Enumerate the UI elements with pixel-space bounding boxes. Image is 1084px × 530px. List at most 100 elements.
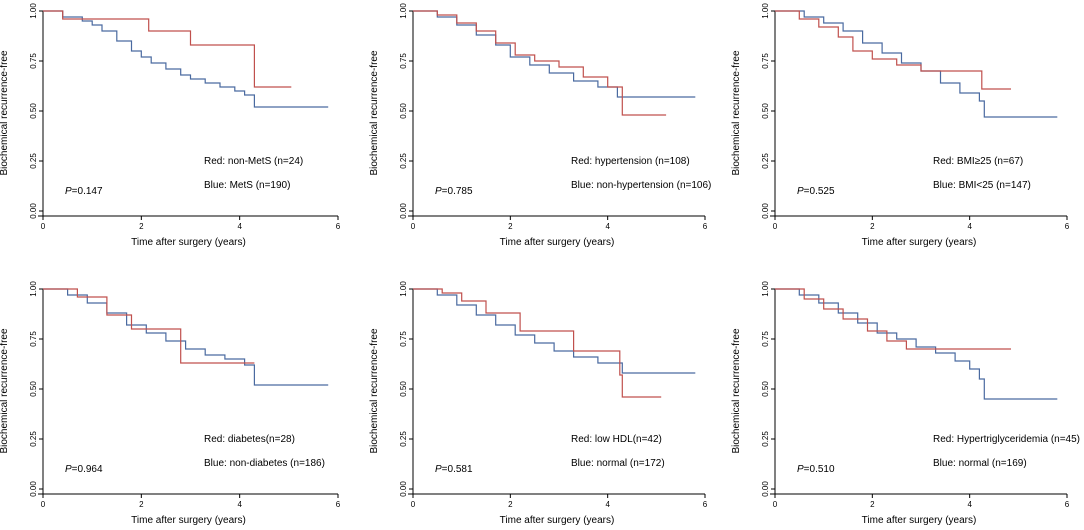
legend-red: Red: low HDL(n=42) — [571, 434, 662, 445]
y-tick-label: 0.50 — [761, 103, 770, 119]
p-value-number: =0.147 — [72, 186, 103, 197]
x-tick-label: 4 — [237, 222, 242, 231]
y-tick-label: 0.00 — [761, 481, 770, 497]
y-axis-label: Biochemical recurrence-free — [369, 50, 380, 175]
x-tick-label: 2 — [870, 222, 875, 231]
p-value: P=0.785 — [435, 186, 473, 197]
p-value-number: =0.964 — [72, 464, 103, 475]
y-axis-label: Biochemical recurrence-free — [369, 328, 380, 453]
y-tick-label: 0.25 — [29, 431, 38, 447]
p-value: P=0.147 — [65, 186, 103, 197]
legend-blue: Blue: BMI<25 (n=147) — [933, 180, 1031, 191]
p-value-symbol: P — [797, 186, 804, 197]
km-curve-normal — [413, 288, 696, 374]
y-tick-label: 0.50 — [29, 103, 38, 119]
x-tick-label: 4 — [967, 222, 972, 231]
legend-blue: Blue: non-diabetes (n=186) — [204, 458, 325, 469]
y-tick-label: 0.50 — [29, 381, 38, 397]
y-tick-label: 0.00 — [399, 203, 408, 219]
km-curve-normal — [775, 288, 1058, 400]
legend-red: Red: BMI≥25 (n=67) — [933, 156, 1023, 167]
x-axis-label: Time after surgery (years) — [862, 515, 977, 526]
x-tick-label: 6 — [336, 500, 341, 509]
p-value-symbol: P — [797, 464, 804, 475]
x-tick-label: 4 — [605, 500, 610, 509]
km-curve-bmi-25 — [775, 10, 1011, 90]
y-tick-label: 0.25 — [29, 153, 38, 169]
y-tick-label: 1.00 — [761, 3, 770, 19]
y-tick-label: 0.25 — [761, 431, 770, 447]
y-tick-label: 1.00 — [29, 281, 38, 297]
x-axis-label: Time after surgery (years) — [131, 515, 246, 526]
p-value-number: =0.510 — [804, 464, 835, 475]
x-tick-label: 0 — [411, 222, 416, 231]
y-tick-label: 0.25 — [761, 153, 770, 169]
x-tick-label: 4 — [237, 500, 242, 509]
legend-red: Red: Hypertriglyceridemia (n=45) — [933, 434, 1080, 445]
x-axis-label: Time after surgery (years) — [500, 515, 615, 526]
km-curve-hypertension — [413, 10, 667, 116]
y-axis-label: Biochemical recurrence-free — [731, 50, 742, 175]
p-value-number: =0.785 — [442, 186, 473, 197]
x-tick-label: 0 — [41, 500, 46, 509]
y-tick-label: 0.50 — [761, 381, 770, 397]
x-tick-label: 6 — [336, 222, 341, 231]
p-value: P=0.525 — [797, 186, 835, 197]
legend-blue: Blue: normal (n=172) — [571, 458, 665, 469]
legend-blue: Blue: normal (n=169) — [933, 458, 1027, 469]
p-value: P=0.964 — [65, 464, 103, 475]
km-panel-4: 0.00 0.25 0.50 0.75 1.00 0 2 4 6 Time after surge… — [0, 281, 341, 526]
km-panel-6: 0.00 0.25 0.50 0.75 1.00 0 2 4 6 Time after surge… — [731, 281, 1080, 526]
x-tick-label: 2 — [508, 500, 513, 509]
y-tick-label: 0.00 — [399, 481, 408, 497]
x-tick-label: 0 — [773, 500, 778, 509]
x-tick-label: 0 — [41, 222, 46, 231]
y-tick-label: 0.75 — [29, 53, 38, 69]
x-axis-label: Time after surgery (years) — [862, 237, 977, 248]
km-curve-hypertriglyceridemia — [775, 288, 1011, 350]
y-tick-label: 0.00 — [761, 203, 770, 219]
x-axis-label: Time after surgery (years) — [500, 237, 615, 248]
x-tick-label: 2 — [870, 500, 875, 509]
y-tick-label: 0.75 — [399, 53, 408, 69]
x-tick-label: 6 — [1065, 500, 1070, 509]
y-tick-label: 0.25 — [399, 431, 408, 447]
p-value-number: =0.525 — [804, 186, 835, 197]
x-tick-label: 0 — [411, 500, 416, 509]
p-value-symbol: P — [435, 464, 442, 475]
km-curve-mets — [43, 10, 329, 108]
km-curve-non-mets — [43, 10, 292, 88]
y-axis-label: Biochemical recurrence-free — [0, 328, 10, 453]
km-curve-low-hdl — [413, 288, 662, 398]
y-tick-label: 1.00 — [399, 3, 408, 19]
km-curve-non-hypertension — [413, 10, 696, 98]
x-tick-label: 4 — [967, 500, 972, 509]
km-panel-5: 0.00 0.25 0.50 0.75 1.00 0 2 4 6 Time after surge… — [369, 281, 708, 526]
x-tick-label: 4 — [605, 222, 610, 231]
y-tick-label: 0.75 — [761, 331, 770, 347]
x-tick-label: 6 — [1065, 222, 1070, 231]
km-curve-diabetes — [43, 288, 255, 364]
y-tick-label: 0.50 — [399, 103, 408, 119]
y-tick-label: 1.00 — [29, 3, 38, 19]
y-tick-label: 0.75 — [399, 331, 408, 347]
y-tick-label: 1.00 — [399, 281, 408, 297]
legend-red: Red: diabetes(n=28) — [204, 434, 295, 445]
y-tick-label: 0.25 — [399, 153, 408, 169]
km-panel-3: 0.00 0.25 0.50 0.75 1.00 0 2 4 6 Time after surge… — [731, 3, 1070, 248]
x-tick-label: 6 — [703, 222, 708, 231]
p-value-number: =0.581 — [442, 464, 473, 475]
p-value-symbol: P — [65, 464, 72, 475]
p-value: P=0.581 — [435, 464, 473, 475]
km-curve-non-diabetes — [43, 288, 329, 386]
x-tick-label: 0 — [773, 222, 778, 231]
km-panel-1: 0.00 0.25 0.50 0.75 1.00 0 2 4 6 Time after surge… — [0, 3, 341, 248]
legend-red: Red: hypertension (n=108) — [571, 156, 690, 167]
y-tick-label: 0.50 — [399, 381, 408, 397]
p-value-symbol: P — [435, 186, 442, 197]
legend-blue: Blue: MetS (n=190) — [204, 180, 290, 191]
y-axis-label: Biochemical recurrence-free — [731, 328, 742, 453]
x-tick-label: 6 — [703, 500, 708, 509]
y-tick-label: 0.75 — [761, 53, 770, 69]
